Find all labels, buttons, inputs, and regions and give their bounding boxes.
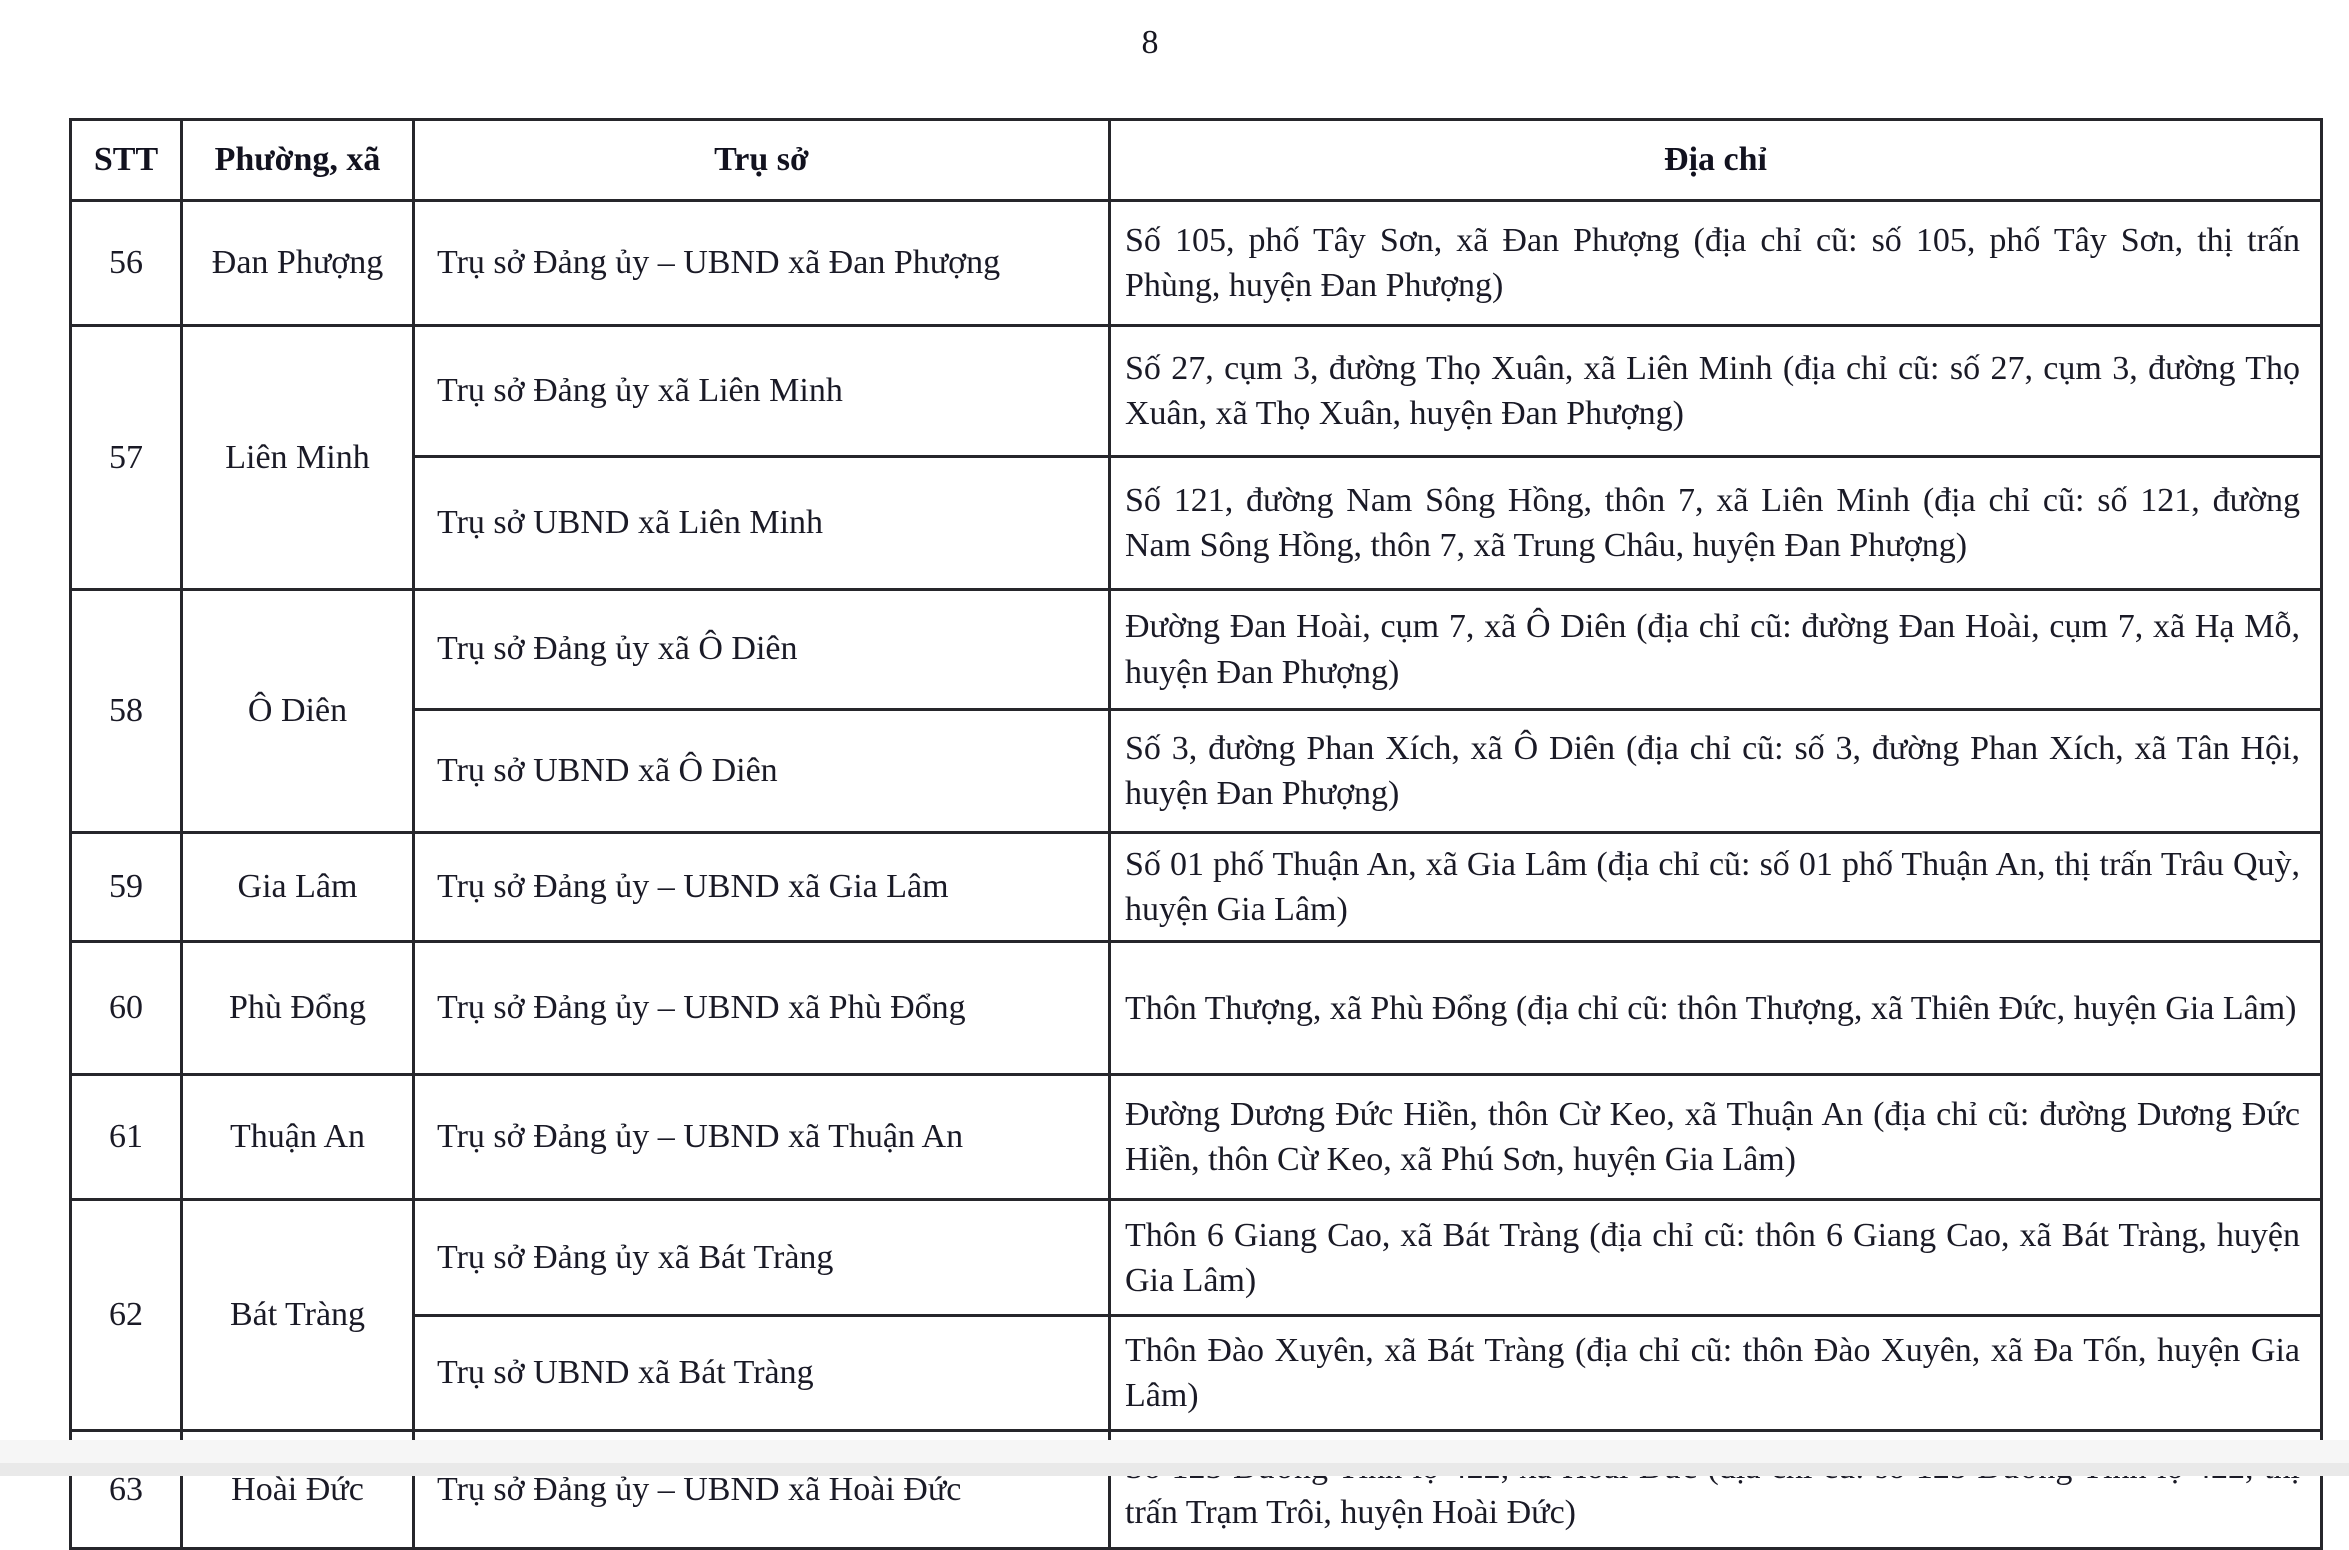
table-row: 62 Bát Tràng Trụ sở Đảng ủy xã Bát Tràng… [69,1198,2323,1433]
ward-cell: Phù Đổng [180,940,415,1077]
table-row: Trụ sở UBND xã Ô Diên Số 3, đường Phan X… [71,708,2323,834]
address-cell: Số 01 phố Thuận An, xã Gia Lâm (địa chỉ … [1108,830,2323,944]
address-cell: Thôn 6 Giang Cao, xã Bát Tràng (địa chỉ … [1108,1198,2323,1318]
address-cell: Đường Đan Hoài, cụm 7, xã Ô Diên (địa ch… [1108,588,2323,711]
document-page: { "page": { "number": "8" }, "table": { … [0,24,2349,1550]
office-cell: Trụ sở UBND xã Ô Diên [412,708,1111,834]
column-header-stt: STT [69,118,183,202]
office-cell: Trụ sở Đảng ủy – UBND xã Thuận An [412,1073,1111,1202]
office-cell: Trụ sở UBND xã Liên Minh [412,455,1111,591]
ward-cell: Liên Minh [180,324,415,591]
table-row: 61 Thuận An Trụ sở Đảng ủy – UBND xã Thu… [69,1073,2323,1202]
office-cell: Trụ sở Đảng ủy – UBND xã Gia Lâm [412,830,1111,944]
office-cell: Trụ sở Đảng ủy – UBND xã Đan Phượng [412,199,1111,327]
stt-cell: 58 [69,588,183,834]
table-row: 56 Đan Phượng Trụ sở Đảng ủy – UBND xã Đ… [69,199,2323,327]
table-row: 57 Liên Minh Trụ sở Đảng ủy xã Liên Minh… [69,324,2323,591]
office-cell: Trụ sở Đảng ủy – UBND xã Phù Đổng [412,940,1111,1077]
page-number: 8 [1141,24,1159,61]
office-address-table: STT Phường, xã Trụ sở Địa chỉ 56 Đan Phư… [69,118,2323,1550]
table-header-row: STT Phường, xã Trụ sở Địa chỉ [69,118,2323,202]
scanner-edge-band-light [0,1440,2349,1463]
stt-cell: 57 [69,324,183,591]
address-cell: Số 105, phố Tây Sơn, xã Đan Phượng (địa … [1108,199,2323,327]
stt-cell: 61 [69,1073,183,1202]
table-row: 58 Ô Diên Trụ sở Đảng ủy xã Ô Diên Đường… [69,588,2323,834]
ward-cell: Đan Phượng [180,199,415,327]
address-cell: Thôn Đào Xuyên, xã Bát Tràng (địa chỉ cũ… [1108,1314,2323,1433]
stt-cell: 62 [69,1198,183,1433]
table-row: 59 Gia Lâm Trụ sở Đảng ủy – UBND xã Gia … [69,830,2323,944]
stt-cell: 56 [69,199,183,327]
table-row: Trụ sở UBND xã Bát Tràng Thôn Đào Xuyên,… [71,1314,2323,1433]
office-cell: Trụ sở Đảng ủy xã Ô Diên [412,588,1111,711]
table-row: Trụ sở UBND xã Liên Minh Số 121, đường N… [71,455,2323,591]
address-cell: Đường Dương Đức Hiền, thôn Cừ Keo, xã Th… [1108,1073,2323,1202]
ward-cell: Bát Tràng [180,1198,415,1433]
column-header-ward: Phường, xã [180,118,415,202]
address-cell: Số 27, cụm 3, đường Thọ Xuân, xã Liên Mi… [1108,324,2323,458]
column-header-office: Trụ sở [412,118,1111,202]
table-row: 60 Phù Đổng Trụ sở Đảng ủy – UBND xã Phù… [69,940,2323,1077]
ward-cell: Gia Lâm [180,830,415,944]
address-cell: Số 3, đường Phan Xích, xã Ô Diên (địa ch… [1108,708,2323,834]
stt-cell: 59 [69,830,183,944]
stt-cell: 60 [69,940,183,1077]
office-cell: Trụ sở UBND xã Bát Tràng [412,1314,1111,1433]
address-cell: Số 121, đường Nam Sông Hồng, thôn 7, xã … [1108,455,2323,591]
column-header-address: Địa chỉ [1108,118,2323,202]
ward-cell: Thuận An [180,1073,415,1202]
scanner-edge-band-dark [0,1463,2349,1476]
office-cell: Trụ sở Đảng ủy xã Liên Minh [412,324,1111,458]
ward-cell: Ô Diên [180,588,415,834]
office-cell: Trụ sở Đảng ủy xã Bát Tràng [412,1198,1111,1318]
address-cell: Thôn Thượng, xã Phù Đổng (địa chỉ cũ: th… [1108,940,2323,1077]
